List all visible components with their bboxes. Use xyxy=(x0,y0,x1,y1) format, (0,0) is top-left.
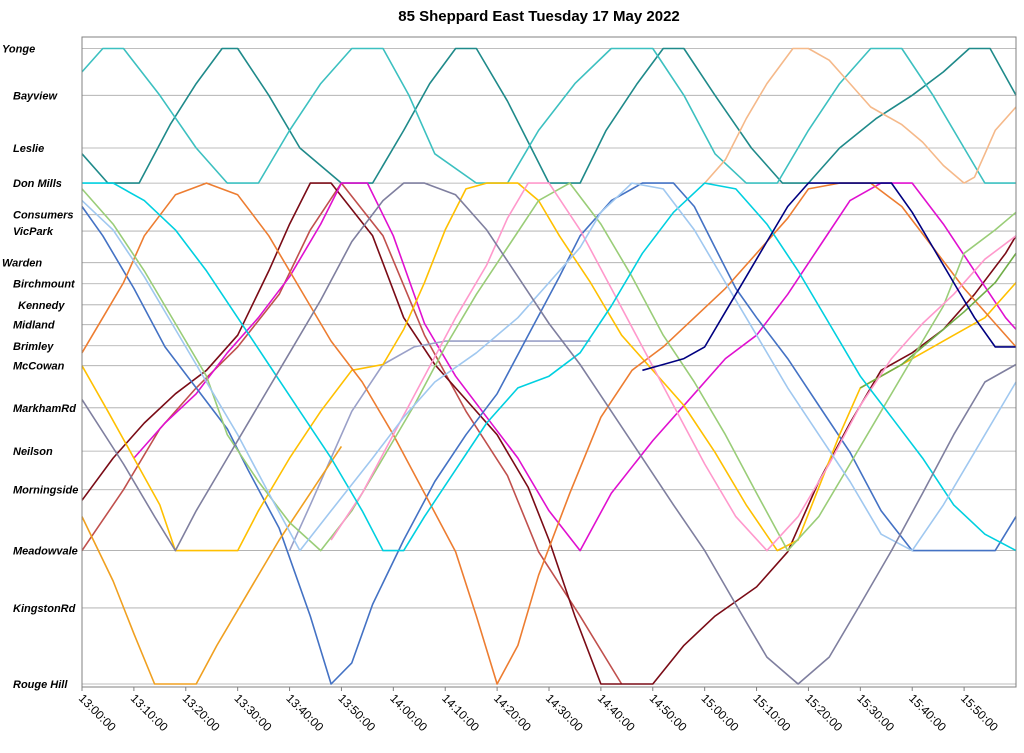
series-line-trip-9 xyxy=(81,182,1017,552)
x-tick-label: 14:50:00 xyxy=(647,691,690,734)
stop-label: Yonge xyxy=(2,44,35,56)
stop-label: Leslie xyxy=(13,143,44,155)
x-tick-label: 15:10:00 xyxy=(750,691,793,734)
series-line-trip-8 xyxy=(81,182,1017,685)
x-tick-label: 14:20:00 xyxy=(491,691,534,734)
stop-label: KingstonRd xyxy=(13,603,76,615)
stop-label: Morningside xyxy=(13,485,78,497)
stop-label: VicPark xyxy=(13,226,54,238)
time-axis-labels: 13:00:00 13:10:00 13:20:00 13:30:00 13:40:00… xyxy=(76,687,1001,734)
stop-axis-labels: Yonge Bayview Leslie Don Mills Consumers VicP… xyxy=(2,44,78,692)
series-line-trip-12 xyxy=(859,252,1017,389)
series-line-trip-5 xyxy=(81,182,1017,685)
x-tick-label: 14:00:00 xyxy=(387,691,430,734)
x-tick-label: 13:00:00 xyxy=(76,691,119,734)
stop-label: MarkhamRd xyxy=(13,403,76,415)
x-tick-label: 13:10:00 xyxy=(128,691,171,734)
series-line-trip-17 xyxy=(81,182,1017,685)
x-tick-label: 15:20:00 xyxy=(802,691,845,734)
x-tick-label: 13:50:00 xyxy=(335,691,378,734)
stop-label: Neilson xyxy=(13,446,53,458)
x-tick-label: 13:40:00 xyxy=(283,691,326,734)
x-tick-label: 14:40:00 xyxy=(595,691,638,734)
stop-label: Rouge Hill xyxy=(13,679,68,691)
series-line-trip-2 xyxy=(81,47,1016,184)
series-line-trip-11 xyxy=(81,445,343,685)
x-tick-label: 15:30:00 xyxy=(854,691,897,734)
chart-title: 85 Sheppard East Tuesday 17 May 2022 xyxy=(398,8,680,25)
x-tick-label: 15:40:00 xyxy=(906,691,949,734)
stop-label: Brimley xyxy=(13,341,54,353)
series-line-trip-14 xyxy=(330,182,1017,552)
x-tick-label: 13:30:00 xyxy=(232,691,275,734)
stop-label: Don Mills xyxy=(13,178,62,190)
stop-label: Kennedy xyxy=(18,300,65,312)
stop-label: Bayview xyxy=(13,90,58,102)
gridlines xyxy=(82,48,1016,685)
series-line-trip-4 xyxy=(81,182,623,685)
x-tick-label: 13:20:00 xyxy=(180,691,223,734)
trip-lines xyxy=(81,47,1017,685)
series-line-trip-7 xyxy=(288,340,591,551)
stop-label: Warden xyxy=(2,258,42,270)
series-line-trip-15 xyxy=(82,182,1017,552)
x-tick-label: 14:30:00 xyxy=(543,691,586,734)
stop-label: Midland xyxy=(13,320,55,332)
series-line-trip-6 xyxy=(133,182,1017,552)
stop-label: Meadowvale xyxy=(13,546,78,558)
stop-label: Birchmount xyxy=(13,279,76,291)
series-line-trip-13 xyxy=(81,182,1017,552)
x-tick-label: 15:50:00 xyxy=(958,691,1001,734)
stop-label: McCowan xyxy=(13,361,65,373)
series-line-trip-16 xyxy=(81,182,1017,552)
series-line-trip-3 xyxy=(704,47,1017,184)
stop-label: Consumers xyxy=(13,210,74,222)
series-line-trip-10 xyxy=(81,182,1017,685)
x-tick-label: 14:10:00 xyxy=(439,691,482,734)
series-line-trip-18 xyxy=(642,182,1016,372)
x-tick-label: 15:00:00 xyxy=(699,691,742,734)
